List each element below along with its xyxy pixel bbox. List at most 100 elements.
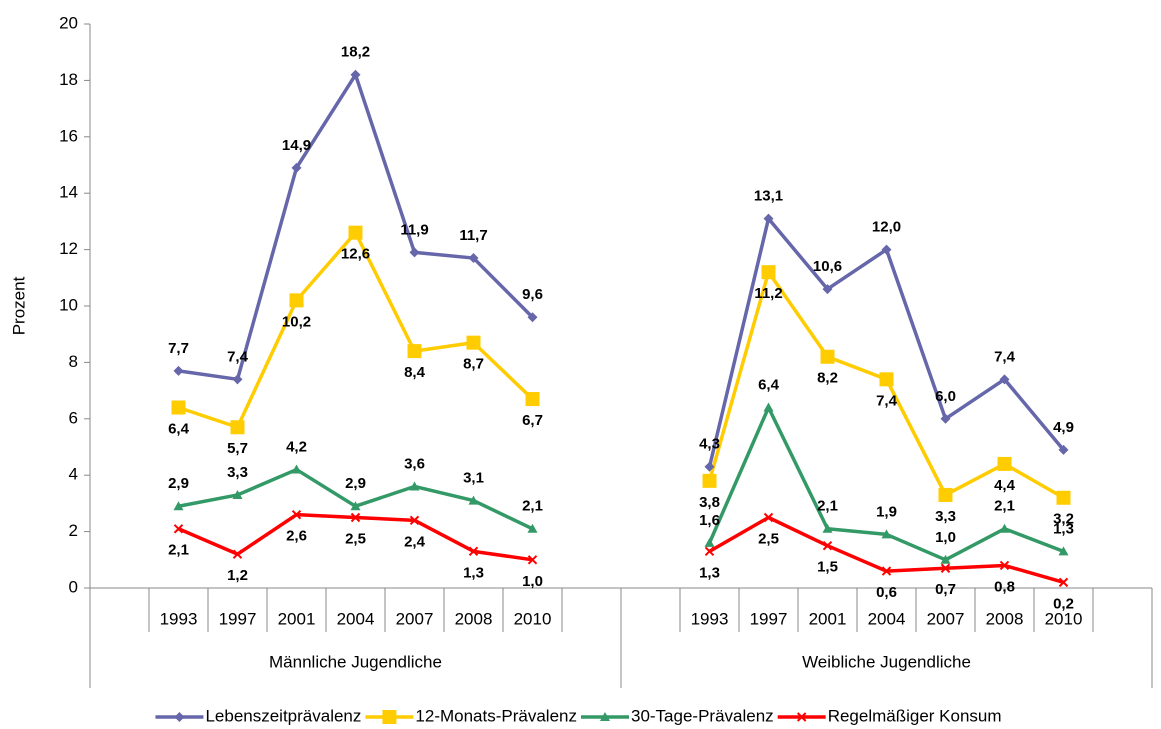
y-tick-label: 8 bbox=[69, 352, 78, 371]
marker bbox=[704, 537, 715, 547]
x-tick-label: 2010 bbox=[514, 609, 552, 628]
value-label: 7,4 bbox=[876, 392, 898, 409]
value-label: 5,7 bbox=[227, 440, 248, 457]
value-label: 6,7 bbox=[522, 412, 543, 429]
marker bbox=[173, 501, 184, 511]
value-label: 2,1 bbox=[994, 498, 1015, 515]
marker bbox=[940, 563, 951, 573]
x-tick-label: 2004 bbox=[868, 609, 906, 628]
value-label: 2,1 bbox=[817, 498, 838, 515]
y-tick-label: 10 bbox=[59, 295, 78, 314]
value-label: 13,1 bbox=[754, 188, 783, 205]
marker bbox=[468, 495, 479, 505]
y-axis-label: Prozent bbox=[9, 276, 28, 335]
value-label: 2,1 bbox=[522, 498, 543, 515]
value-label: 7,7 bbox=[168, 340, 189, 357]
value-label: 1,6 bbox=[699, 512, 720, 529]
marker bbox=[171, 400, 186, 415]
value-label: 2,1 bbox=[168, 542, 189, 559]
x-tick-label: 2008 bbox=[455, 609, 493, 628]
marker bbox=[527, 555, 538, 565]
x-tick-label: 2001 bbox=[278, 609, 316, 628]
value-label: 1,0 bbox=[935, 529, 956, 546]
marker bbox=[173, 524, 184, 534]
series-line bbox=[707, 216, 1065, 468]
value-label: 18,2 bbox=[341, 44, 370, 61]
value-label: 7,4 bbox=[227, 348, 249, 365]
marker bbox=[938, 487, 953, 502]
marker bbox=[291, 509, 302, 520]
legend-label: 12-Monats-Prävalenz bbox=[415, 706, 577, 725]
marker bbox=[940, 413, 951, 424]
legend-marker bbox=[796, 712, 807, 722]
y-tick-label: 4 bbox=[69, 465, 78, 484]
value-label: 1,9 bbox=[876, 503, 897, 520]
marker bbox=[232, 489, 243, 499]
marker bbox=[822, 284, 833, 295]
marker bbox=[822, 523, 833, 533]
marker bbox=[1056, 490, 1071, 505]
marker bbox=[525, 392, 540, 407]
value-label: 3,3 bbox=[935, 508, 956, 525]
marker bbox=[289, 293, 304, 308]
marker bbox=[704, 461, 715, 472]
marker bbox=[468, 253, 479, 264]
value-label: 1,0 bbox=[522, 573, 543, 590]
value-label: 0,2 bbox=[1053, 595, 1074, 612]
legend-item: 12-Monats-Prävalenz bbox=[365, 706, 577, 725]
x-tick-label: 1997 bbox=[219, 609, 257, 628]
marker bbox=[763, 213, 774, 224]
marker bbox=[879, 372, 894, 387]
x-tick-label: 2004 bbox=[337, 609, 375, 628]
marker bbox=[173, 365, 184, 376]
value-label: 6,4 bbox=[168, 420, 190, 437]
value-label: 2,9 bbox=[345, 475, 366, 492]
marker bbox=[409, 481, 420, 491]
marker bbox=[940, 554, 951, 564]
marker bbox=[409, 515, 420, 526]
y-tick-label: 2 bbox=[69, 521, 78, 540]
marker bbox=[468, 546, 479, 557]
y-tick-label: 14 bbox=[59, 183, 78, 202]
value-label: 7,4 bbox=[994, 348, 1016, 365]
x-tick-label: 2010 bbox=[1045, 609, 1083, 628]
value-label: 6,4 bbox=[758, 376, 780, 393]
legend-item: Lebenszeitprävalenz bbox=[155, 706, 361, 725]
marker bbox=[822, 540, 833, 551]
legend-marker bbox=[174, 712, 185, 722]
value-label: 4,9 bbox=[1053, 419, 1074, 436]
marker bbox=[350, 69, 361, 80]
value-label: 3,6 bbox=[404, 455, 425, 472]
y-tick-label: 20 bbox=[59, 13, 78, 32]
value-label: 8,7 bbox=[463, 356, 484, 373]
y-tick-label: 18 bbox=[59, 70, 78, 89]
y-tick-label: 16 bbox=[59, 126, 78, 145]
marker bbox=[348, 225, 363, 240]
value-label: 1,5 bbox=[817, 559, 838, 576]
x-tick-label: 2007 bbox=[396, 609, 434, 628]
legend-label: 30-Tage-Prävalenz bbox=[631, 706, 774, 725]
marker bbox=[232, 549, 243, 559]
value-label: 6,0 bbox=[935, 388, 956, 405]
marker bbox=[763, 512, 774, 523]
marker bbox=[350, 512, 361, 523]
value-label: 3,1 bbox=[463, 470, 484, 487]
value-label: 4,3 bbox=[699, 436, 720, 453]
value-label: 3,3 bbox=[227, 464, 248, 481]
value-label: 11,2 bbox=[754, 285, 782, 302]
value-label: 14,9 bbox=[282, 137, 311, 154]
x-tick-label: 2007 bbox=[927, 609, 965, 628]
series-line bbox=[708, 515, 1064, 585]
marker bbox=[232, 374, 243, 385]
legend-item: Regelmäßiger Konsum bbox=[777, 706, 1002, 725]
marker bbox=[820, 349, 835, 364]
legend-marker bbox=[599, 712, 610, 721]
value-label: 2,5 bbox=[758, 530, 779, 547]
value-label: 3,2 bbox=[1053, 511, 1074, 528]
x-tick-label: 1993 bbox=[160, 609, 198, 628]
marker bbox=[999, 560, 1010, 571]
x-tick-label: 2008 bbox=[986, 609, 1024, 628]
value-label: 1,3 bbox=[699, 564, 720, 581]
